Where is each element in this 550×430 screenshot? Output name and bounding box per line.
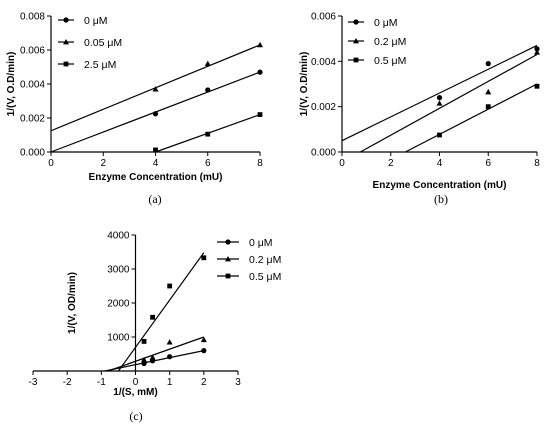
legend-1-label: 0.05 μM — [84, 37, 122, 49]
series-1-point — [166, 339, 173, 345]
x-tick-label: 8 — [257, 158, 263, 169]
series-0-point — [152, 111, 159, 117]
legend-0-marker — [63, 17, 69, 23]
x-axis-label: Enzyme Concentration (mU) — [89, 172, 223, 183]
x-tick-label: 6 — [205, 158, 211, 169]
y-tick-label: 0.002 — [311, 102, 336, 113]
legend-0-marker — [353, 19, 359, 25]
series-1-point — [152, 86, 159, 92]
series-0-fit-line — [341, 44, 538, 142]
chart-a: 0 2 4 6 8 0.000 0.002 0.004 0.006 0.008 Enzyme Con… — [6, 12, 263, 207]
series-2-point — [437, 132, 442, 138]
series-1-point — [257, 41, 263, 48]
series-2-point — [485, 104, 491, 110]
y-axis-label: 1/(V, O.D/min) — [6, 52, 17, 117]
series-0-point — [257, 69, 263, 75]
series-1-point — [149, 354, 156, 360]
legend-1-label: 0.2 μM — [374, 36, 406, 48]
chart-c: -3 -2 -1 0 1 2 3 1000 2000 3000 4000 1/(S, mM) 1/(V,… — [29, 231, 282, 424]
y-tick-label: 2000 — [107, 299, 130, 310]
series-2-fit-line — [405, 83, 538, 153]
series-0-point — [167, 354, 173, 360]
legend-2-label: 0.5 μM — [374, 55, 406, 67]
y-tick-label: 0.008 — [20, 12, 45, 23]
series-0-point — [534, 46, 540, 52]
legend-0-label: 0 μM — [249, 237, 273, 249]
series-2-point — [153, 147, 158, 153]
legend-2-marker — [225, 273, 231, 279]
y-tick-label: 0.004 — [311, 57, 336, 68]
series-2-point — [257, 112, 263, 117]
legend-2-marker — [353, 57, 359, 63]
panel-caption: (b) — [434, 192, 448, 206]
series-2-point — [534, 83, 540, 89]
y-tick-label: 0.002 — [20, 114, 45, 125]
legend-2-label: 2.5 μM — [84, 59, 116, 71]
series-1-point — [204, 60, 211, 66]
x-tick-label: 8 — [534, 158, 540, 169]
x-tick-label: 0 — [339, 158, 345, 169]
legend-0-label: 0 μM — [374, 17, 398, 29]
series-1-fit-line — [107, 336, 205, 372]
y-tick-label: 3000 — [107, 265, 130, 276]
series-2-point — [205, 131, 211, 137]
x-tick-label: 2 — [388, 158, 394, 169]
x-tick-label: -3 — [29, 377, 38, 388]
y-axis-label: 1/(V, O.D/min) — [299, 52, 310, 117]
series-0-point — [205, 87, 211, 93]
series-2-point — [150, 314, 155, 320]
panel-caption: (c) — [129, 409, 142, 423]
chart-b: 0 2 4 6 8 0.000 0.002 0.004 0.006 Enzyme Concentr… — [299, 12, 540, 207]
y-tick-label: 0.004 — [20, 80, 45, 91]
x-axis-label: 1/(S, mM) — [113, 387, 157, 398]
legend-0-marker — [225, 239, 231, 245]
x-tick-label: 4 — [153, 158, 159, 169]
series-1-point — [436, 100, 443, 106]
series-2-fit-line — [117, 252, 205, 372]
legend-1-marker — [225, 256, 231, 262]
y-tick-label: 0.006 — [20, 46, 45, 57]
legend-2-label: 0.5 μM — [249, 271, 281, 283]
y-tick-label: 0.006 — [311, 12, 336, 23]
legend-1-label: 0.2 μM — [249, 254, 281, 266]
series-2-point — [201, 255, 207, 261]
series-1-point — [534, 49, 540, 55]
y-tick-label: 1000 — [107, 333, 130, 344]
series-0-point — [485, 61, 491, 67]
series-2-point — [167, 283, 173, 289]
x-tick-label: -1 — [97, 377, 106, 388]
x-tick-label: 4 — [437, 158, 443, 169]
x-tick-label: 0 — [48, 158, 54, 169]
series-0-point — [201, 348, 207, 354]
legend-1-marker — [63, 39, 69, 45]
series-0-point — [141, 360, 147, 367]
x-axis-label: Enzyme Concentration (mU) — [373, 180, 507, 191]
y-tick-label: 0.000 — [20, 148, 45, 159]
series-1-point — [141, 356, 148, 363]
x-tick-label: 3 — [235, 377, 241, 388]
series-2-point — [141, 339, 147, 344]
x-tick-label: 2 — [201, 377, 207, 388]
x-tick-label: -2 — [63, 377, 72, 388]
x-tick-label: 1 — [167, 377, 173, 388]
series-1-point — [485, 88, 492, 95]
y-tick-label: 4000 — [107, 231, 130, 242]
series-0-point — [436, 95, 443, 101]
legend-0-label: 0 μM — [84, 15, 108, 27]
series-1-point — [200, 336, 207, 343]
legend-1-marker — [353, 38, 359, 44]
y-tick-label: 0.000 — [311, 148, 336, 159]
y-axis-label: 1/(V, OD/min) — [67, 272, 78, 334]
x-tick-label: 0 — [133, 377, 139, 388]
x-tick-label: 2 — [100, 158, 106, 169]
series-1-fit-line — [359, 54, 538, 153]
panel-caption: (a) — [148, 192, 161, 206]
x-tick-label: 6 — [485, 158, 491, 169]
legend-2-marker — [63, 61, 69, 67]
